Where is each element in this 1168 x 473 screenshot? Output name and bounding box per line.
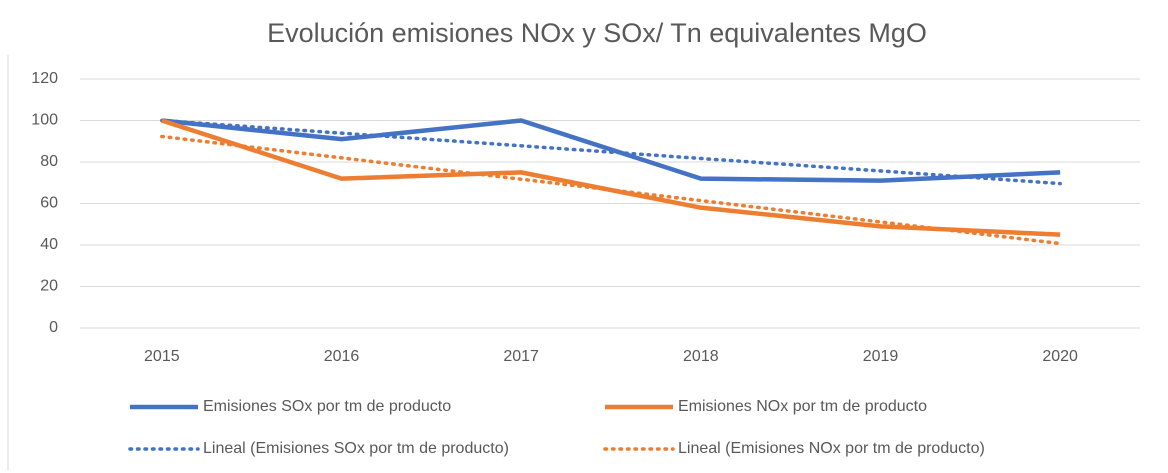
series-line: [160, 118, 1062, 186]
y-tick-label: 120: [31, 70, 58, 87]
x-tick-label: 2018: [683, 348, 719, 365]
x-tick-label: 2020: [1042, 348, 1078, 365]
legend-label: Lineal (Emisiones NOx por tm de producto…: [678, 440, 985, 457]
series-line: [161, 118, 1061, 237]
legend-label: Emisiones NOx por tm de producto: [678, 398, 927, 415]
x-tick-label: 2015: [144, 348, 180, 365]
x-tick-label: 2019: [863, 348, 899, 365]
legend-label: Lineal (Emisiones SOx por tm de producto…: [203, 440, 509, 457]
y-tick-label: 20: [40, 278, 58, 295]
y-tick-label: 80: [40, 153, 58, 170]
y-tick-label: 100: [31, 112, 58, 129]
legend-label: Emisiones SOx por tm de producto: [203, 398, 451, 415]
x-tick-label: 2016: [324, 348, 360, 365]
y-tick-label: 60: [40, 195, 58, 212]
y-tick-label: 40: [40, 236, 58, 253]
chart-title: Evolución emisiones NOx y SOx/ Tn equiva…: [267, 18, 927, 48]
x-tick-label: 2017: [503, 348, 539, 365]
y-tick-label: 0: [49, 319, 58, 336]
series-line: [161, 118, 1061, 183]
